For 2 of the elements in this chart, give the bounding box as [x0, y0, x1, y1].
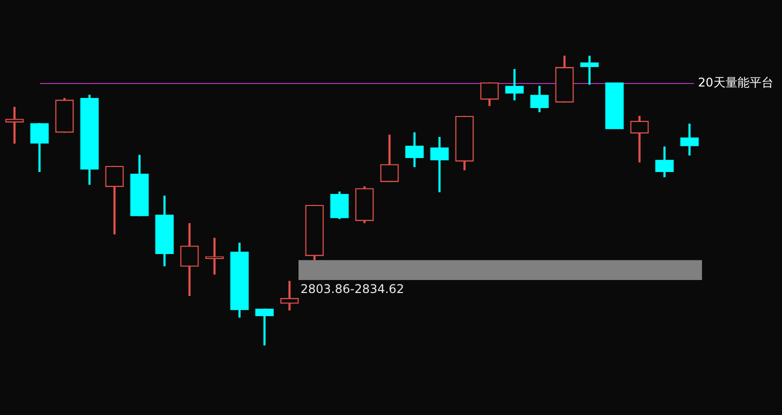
band-label: 2803.86-2834.62	[300, 282, 404, 296]
ref-line-label: 20天量能平台	[698, 76, 774, 90]
